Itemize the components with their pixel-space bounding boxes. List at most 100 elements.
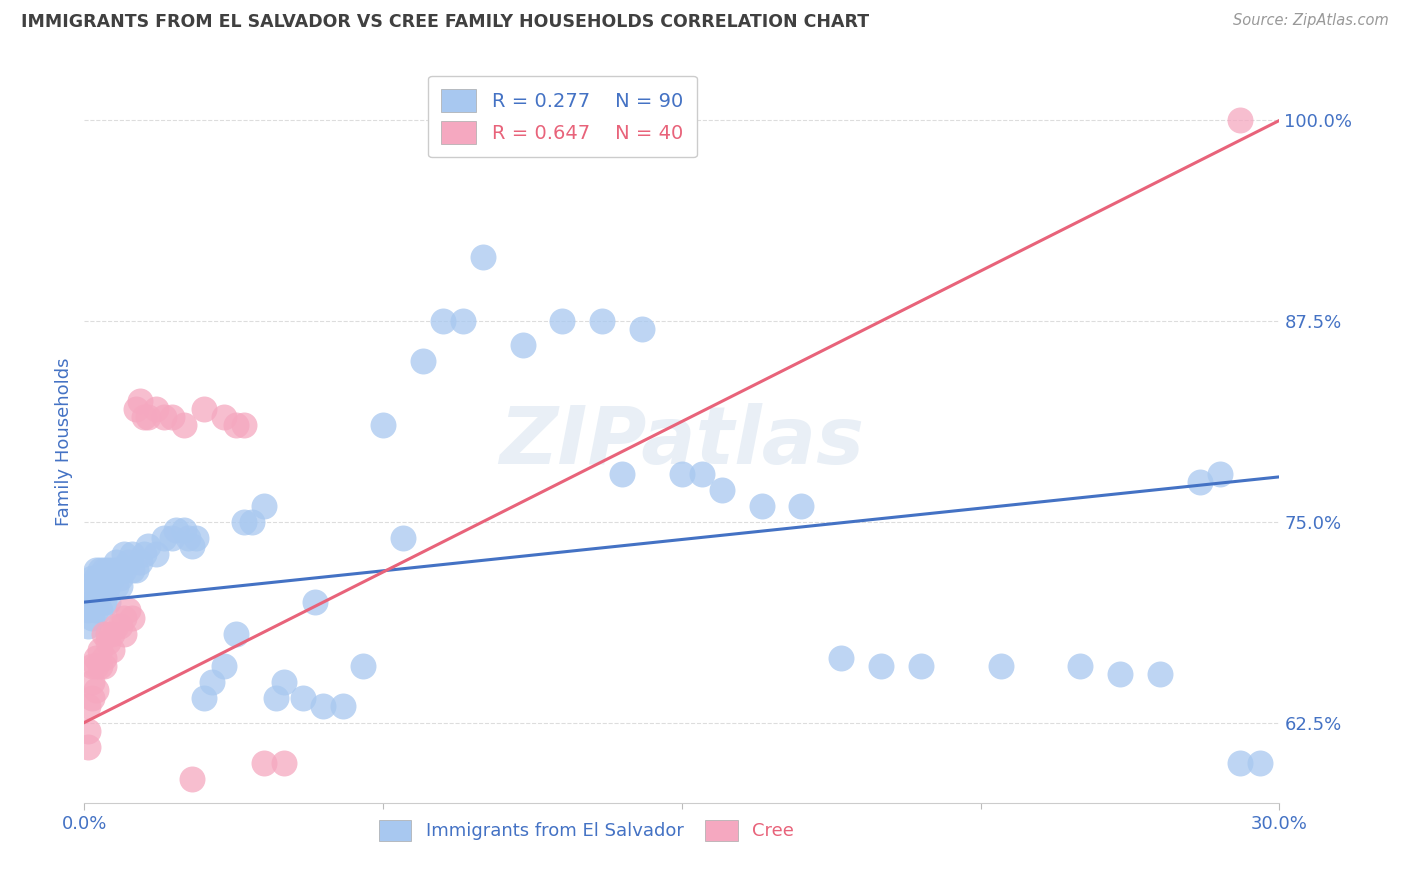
Point	[173, 523, 195, 537]
Point	[129, 555, 152, 569]
Point	[790, 499, 813, 513]
Point	[112, 611, 135, 625]
Point	[160, 410, 183, 425]
Point	[136, 539, 159, 553]
Point	[77, 579, 100, 593]
Point	[93, 651, 115, 665]
Point	[77, 603, 100, 617]
Point	[125, 563, 148, 577]
Point	[551, 314, 574, 328]
Point	[93, 595, 115, 609]
Point	[1109, 667, 1132, 681]
Point	[97, 571, 120, 585]
Point	[86, 571, 108, 585]
Point	[117, 603, 139, 617]
Point	[112, 547, 135, 561]
Point	[273, 756, 295, 770]
Point	[412, 354, 434, 368]
Point	[129, 394, 152, 409]
Point	[264, 691, 287, 706]
Point	[153, 531, 176, 545]
Point	[145, 402, 167, 417]
Point	[112, 627, 135, 641]
Point	[232, 418, 254, 433]
Point	[212, 410, 235, 425]
Point	[86, 683, 108, 698]
Point	[1209, 467, 1232, 481]
Point	[153, 410, 176, 425]
Point	[193, 402, 215, 417]
Point	[86, 603, 108, 617]
Point	[184, 531, 207, 545]
Point	[1249, 756, 1271, 770]
Point	[82, 595, 104, 609]
Point	[77, 699, 100, 714]
Point	[82, 611, 104, 625]
Point	[105, 579, 128, 593]
Point	[86, 651, 108, 665]
Point	[145, 547, 167, 561]
Point	[97, 595, 120, 609]
Point	[86, 579, 108, 593]
Point	[212, 659, 235, 673]
Point	[830, 651, 852, 665]
Point	[110, 563, 132, 577]
Point	[373, 418, 395, 433]
Text: IMMIGRANTS FROM EL SALVADOR VS CREE FAMILY HOUSEHOLDS CORRELATION CHART: IMMIGRANTS FROM EL SALVADOR VS CREE FAMI…	[21, 13, 869, 31]
Point	[121, 547, 143, 561]
Point	[352, 659, 374, 673]
Point	[690, 467, 713, 481]
Legend: Immigrants from El Salvador, Cree: Immigrants from El Salvador, Cree	[371, 813, 801, 848]
Point	[82, 587, 104, 601]
Point	[89, 587, 111, 601]
Point	[232, 515, 254, 529]
Point	[910, 659, 932, 673]
Point	[86, 659, 108, 673]
Point	[292, 691, 315, 706]
Point	[105, 619, 128, 633]
Point	[392, 531, 415, 545]
Point	[77, 619, 100, 633]
Y-axis label: Family Households: Family Households	[55, 358, 73, 525]
Point	[82, 571, 104, 585]
Point	[105, 563, 128, 577]
Point	[165, 523, 187, 537]
Point	[273, 675, 295, 690]
Point	[870, 659, 893, 673]
Point	[97, 635, 120, 649]
Point	[173, 418, 195, 433]
Point	[612, 467, 634, 481]
Point	[312, 699, 335, 714]
Point	[86, 563, 108, 577]
Point	[225, 418, 247, 433]
Point	[93, 627, 115, 641]
Point	[86, 595, 108, 609]
Point	[93, 563, 115, 577]
Point	[105, 555, 128, 569]
Point	[77, 739, 100, 754]
Text: Source: ZipAtlas.com: Source: ZipAtlas.com	[1233, 13, 1389, 29]
Point	[93, 659, 115, 673]
Point	[432, 314, 454, 328]
Point	[990, 659, 1012, 673]
Point	[77, 723, 100, 738]
Point	[136, 410, 159, 425]
Point	[1229, 756, 1251, 770]
Point	[253, 756, 276, 770]
Point	[101, 563, 124, 577]
Point	[1149, 667, 1171, 681]
Point	[125, 402, 148, 417]
Point	[1069, 659, 1091, 673]
Point	[97, 579, 120, 593]
Point	[132, 410, 156, 425]
Point	[181, 772, 204, 786]
Point	[591, 314, 613, 328]
Point	[121, 611, 143, 625]
Point	[89, 579, 111, 593]
Point	[121, 563, 143, 577]
Point	[304, 595, 326, 609]
Point	[110, 619, 132, 633]
Point	[177, 531, 200, 545]
Point	[82, 691, 104, 706]
Point	[332, 699, 354, 714]
